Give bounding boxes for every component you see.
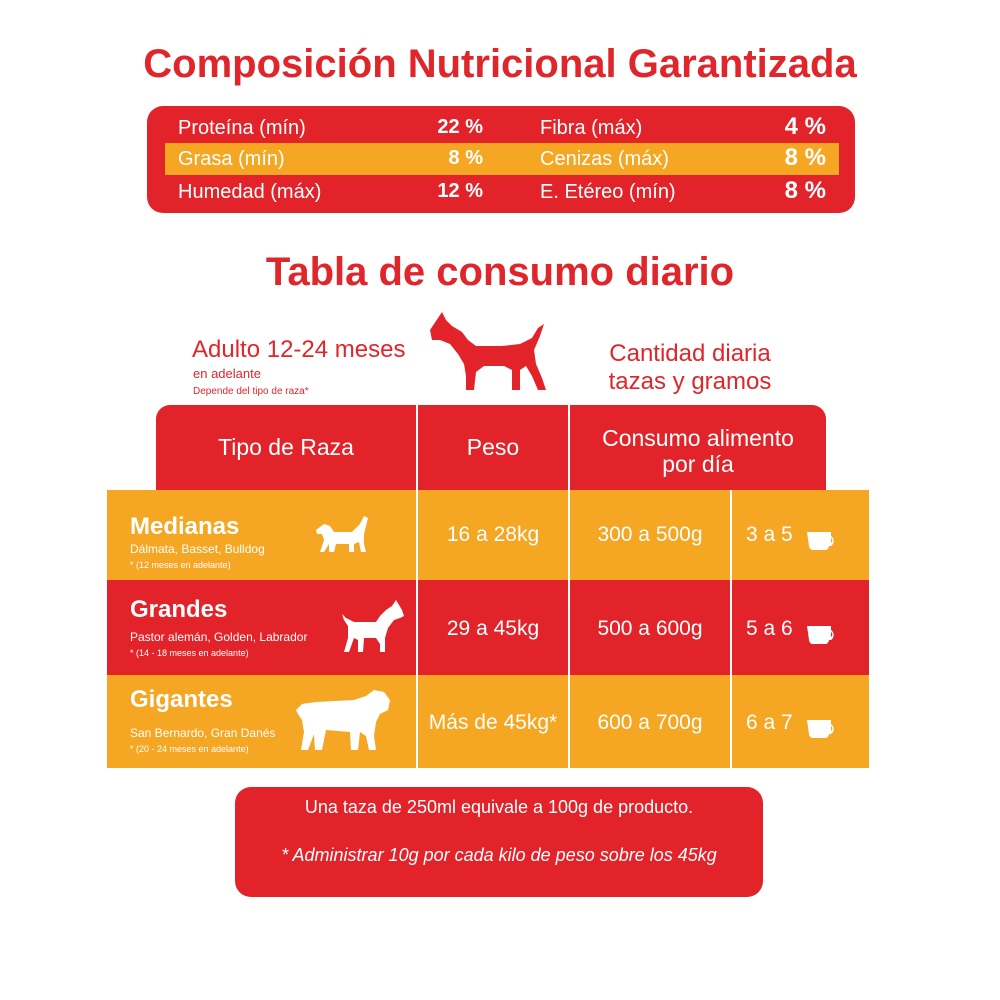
footer-box <box>235 787 763 897</box>
weight-value: 16 a 28kg <box>446 523 540 546</box>
grams-value: 500 a 600g <box>597 617 703 640</box>
cups-value: 5 a 6 <box>746 617 793 640</box>
nutrition-label: Cenizas (máx) <box>540 148 669 170</box>
breed-examples: Pastor alemán, Golden, Labrador <box>130 630 308 644</box>
row-divider <box>730 490 732 768</box>
adult-label: Adulto 12-24 meses <box>192 336 406 363</box>
row-divider <box>568 490 570 768</box>
nutrition-value: 22 % <box>437 116 483 138</box>
nutrition-title: Composición Nutricional Garantizada <box>143 42 857 86</box>
doberman-icon <box>430 312 546 390</box>
nutrition-value: 8 % <box>784 144 826 171</box>
table-header <box>156 405 826 490</box>
table-row-medianas <box>107 490 869 580</box>
cups-value: 3 a 5 <box>746 523 793 546</box>
breed-examples: San Bernardo, Gran Danés <box>130 726 276 740</box>
header-weight: Peso <box>466 434 520 460</box>
nutrition-label: Proteína (mín) <box>178 117 306 139</box>
nutrition-value: 12 % <box>437 180 483 202</box>
quantity-title: Cantidad diaria tazas y gramos <box>568 340 812 396</box>
breed-name: Gigantes <box>130 686 233 713</box>
cups-value: 6 a 7 <box>746 711 793 734</box>
cup-icon <box>807 626 834 644</box>
footer-note: * Administrar 10g por cada kilo de peso … <box>281 845 717 865</box>
quantity-title-line1: Cantidad diaria <box>609 340 771 367</box>
table-row-gigantes <box>107 675 869 768</box>
breed-name: Medianas <box>130 513 240 540</box>
consumption-title: Tabla de consumo diario <box>265 250 735 294</box>
weight-value: 29 a 45kg <box>446 617 540 640</box>
nutrition-label: Fibra (máx) <box>540 117 643 139</box>
weight-value: Más de 45kg* <box>428 711 558 734</box>
nutrition-value: 4 % <box>784 113 826 140</box>
header-divider <box>416 405 418 490</box>
breed-age: * (12 meses en adelante) <box>130 560 231 570</box>
cup-icon <box>807 720 834 738</box>
table-row-grandes <box>107 580 869 675</box>
quantity-title-line2: tazas y gramos <box>608 368 772 395</box>
row-divider <box>416 490 418 768</box>
nutrition-highlight-row <box>165 143 839 175</box>
header-consumption: Consumo alimento por día <box>570 425 826 477</box>
nutrition-value: 8 % <box>784 177 826 204</box>
giant-dog-icon <box>296 690 390 750</box>
breed-age: * (14 - 18 meses en adelante) <box>130 648 249 658</box>
footer-cup-equivalence: Una taza de 250ml equivale a 100g de pro… <box>304 797 694 817</box>
header-breed-type: Tipo de Raza <box>218 434 354 460</box>
nutrition-label: Humedad (máx) <box>178 181 322 203</box>
header-divider <box>568 405 570 490</box>
adult-note: Depende del tipo de raza* <box>193 386 309 397</box>
nutrition-label: Grasa (mín) <box>178 148 285 170</box>
header-consumption-line1: Consumo alimento <box>602 425 794 451</box>
breed-age: * (20 - 24 meses en adelante) <box>130 744 249 754</box>
grams-value: 300 a 500g <box>597 523 703 546</box>
nutrition-value: 8 % <box>448 147 483 169</box>
adult-sublabel: en adelante <box>193 366 261 381</box>
medium-dog-icon <box>316 516 368 552</box>
cup-icon <box>807 532 834 550</box>
nutrition-label: E. Etéreo (mín) <box>540 181 676 203</box>
breed-examples: Dálmata, Basset, Bulldog <box>130 542 265 556</box>
header-consumption-line2: por día <box>662 451 734 477</box>
large-dog-icon <box>342 600 404 652</box>
breed-name: Grandes <box>130 596 228 623</box>
grams-value: 600 a 700g <box>597 711 703 734</box>
